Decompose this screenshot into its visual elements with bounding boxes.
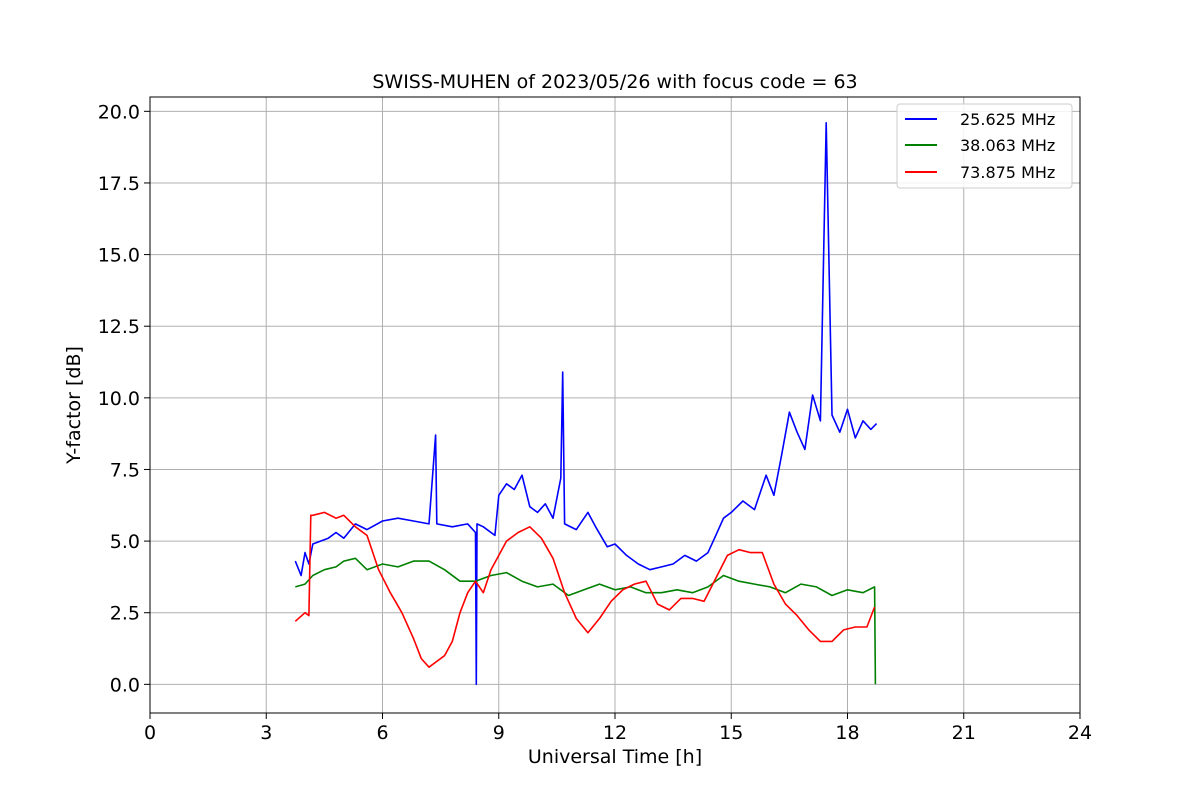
x-axis: 0 3 6 9 12 15 18 21 24: [144, 713, 1092, 744]
chart-title: SWISS-MUHEN of 2023/05/26 with focus cod…: [372, 71, 857, 93]
x-tick-label: 18: [835, 722, 859, 744]
legend-label-73mhz: 73.875 MHz: [960, 163, 1055, 182]
x-tick-label: 9: [493, 722, 505, 744]
y-axis-label: Y-factor [dB]: [63, 346, 85, 465]
x-tick-label: 0: [144, 722, 156, 744]
series-line-25mhz: [294, 122, 878, 686]
y-tick-label: 10.0: [98, 388, 140, 410]
y-tick-label: 20.0: [98, 101, 140, 123]
legend: 25.625 MHz 38.063 MHz 73.875 MHz: [896, 103, 1073, 189]
x-tick-label: 15: [719, 722, 743, 744]
series-line-38mhz: [295, 557, 877, 685]
x-tick-label: 3: [260, 722, 272, 744]
legend-label-38mhz: 38.063 MHz: [960, 136, 1055, 155]
x-tick-label: 6: [376, 722, 388, 744]
y-tick-label: 2.5: [110, 603, 140, 625]
y-axis: 0.0 2.5 5.0 7.5 10.0 12.5 15.0 17.5 20.0: [98, 101, 150, 696]
x-axis-label: Universal Time [h]: [528, 746, 702, 768]
y-tick-label: 17.5: [98, 173, 140, 195]
x-tick-label: 24: [1068, 722, 1092, 744]
y-tick-label: 7.5: [110, 459, 140, 481]
y-tick-label: 12.5: [98, 316, 140, 338]
series-line-73mhz: [294, 511, 876, 669]
y-tick-label: 5.0: [110, 531, 140, 553]
plot-area: [294, 122, 878, 686]
x-tick-label: 21: [952, 722, 976, 744]
y-tick-label: 15.0: [98, 245, 140, 267]
legend-label-25mhz: 25.625 MHz: [960, 110, 1055, 129]
x-tick-label: 12: [603, 722, 627, 744]
legend-box: [896, 103, 1073, 189]
grid: [149, 97, 1081, 713]
y-tick-label: 0.0: [110, 674, 140, 696]
